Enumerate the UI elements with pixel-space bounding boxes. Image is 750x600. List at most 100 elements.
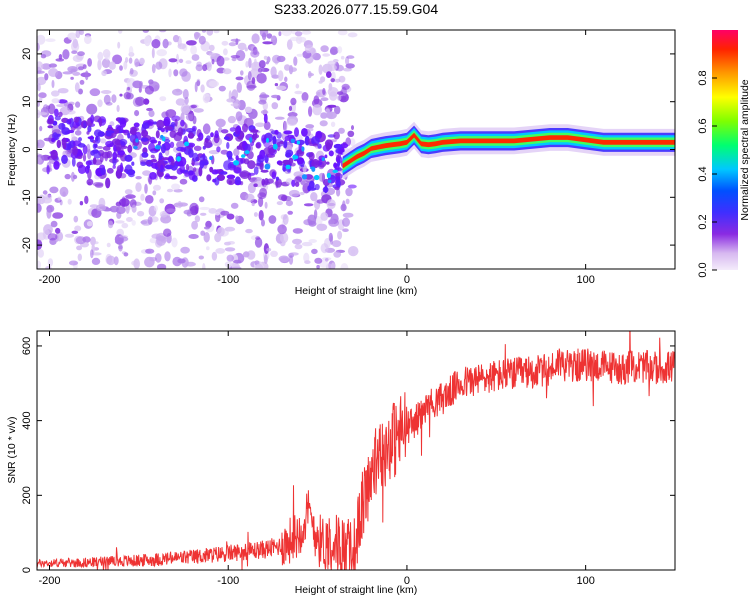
noise-blob: [227, 115, 236, 124]
colorbar-gradient: [712, 30, 738, 270]
cluster-blob: [133, 122, 140, 128]
noise-blob: [337, 230, 343, 240]
noise-blob: [259, 187, 268, 198]
snr-frame: [36, 330, 676, 571]
noise-blob: [236, 82, 242, 93]
cluster-blob: [100, 167, 106, 176]
spec-ytick-label: 0: [21, 146, 33, 152]
noise-blob: [322, 53, 331, 57]
cluster-blob: [92, 149, 99, 154]
noise-blob: [224, 226, 236, 232]
noise-blob: [228, 90, 232, 101]
noise-blob: [220, 210, 230, 216]
cluster-blob: [54, 108, 59, 117]
cluster-blob: [214, 177, 220, 186]
cluster-blob: [150, 139, 158, 144]
cluster-blob: [334, 186, 340, 191]
hot-spot: [155, 145, 161, 150]
noise-blob: [253, 58, 257, 68]
spec-ytick-label: 20: [21, 48, 33, 60]
noise-blob: [37, 203, 42, 213]
noise-blob: [284, 64, 291, 71]
noise-blob: [87, 58, 92, 67]
noise-blob: [227, 241, 235, 245]
cluster-blob: [58, 111, 63, 117]
noise-blob: [249, 68, 260, 79]
cluster-blob: [244, 144, 251, 153]
noise-blob: [44, 73, 49, 81]
cluster-blob: [116, 142, 122, 151]
noise-blob: [237, 42, 247, 51]
noise-blob: [270, 35, 276, 41]
spec-xtick-label: 100: [576, 274, 594, 286]
cluster-blob: [250, 129, 259, 133]
noise-blob: [308, 239, 318, 243]
noise-blob: [37, 42, 40, 52]
noise-blob: [307, 71, 312, 79]
cluster-blob: [115, 169, 123, 179]
noise-blob: [351, 125, 354, 131]
noise-blob: [206, 30, 214, 36]
cluster-blob: [153, 121, 158, 125]
noise-blob: [175, 98, 186, 106]
noise-blob: [105, 177, 111, 189]
noise-blob: [325, 111, 337, 120]
noise-blob: [173, 69, 179, 77]
noise-blob: [206, 246, 210, 251]
hot-spot: [332, 169, 339, 173]
noise-blob: [162, 38, 169, 49]
cluster-blob: [278, 162, 283, 166]
noise-blob: [284, 76, 288, 83]
noise-blob: [276, 201, 283, 206]
cluster-blob: [98, 117, 103, 127]
noise-blob: [200, 230, 206, 236]
noise-blob: [292, 228, 303, 234]
noise-blob: [38, 97, 43, 103]
noise-blob: [59, 186, 69, 197]
noise-blob: [189, 202, 199, 214]
cluster-blob: [275, 178, 282, 188]
noise-blob: [337, 95, 342, 101]
noise-blob: [55, 58, 65, 62]
cluster-blob: [294, 181, 300, 187]
hot-spot: [313, 174, 320, 181]
noise-blob: [266, 33, 273, 39]
cluster-blob: [145, 161, 152, 165]
noise-blob: [347, 130, 355, 137]
noise-blob: [222, 68, 232, 75]
cluster-blob: [105, 140, 114, 148]
noise-blob: [131, 260, 138, 266]
noise-blob: [256, 73, 267, 84]
noise-blob: [202, 64, 208, 72]
noise-blob: [193, 108, 204, 113]
cluster-blob: [170, 121, 176, 128]
noise-blob: [75, 30, 81, 39]
noise-blob: [183, 209, 192, 215]
cluster-blob: [335, 156, 343, 164]
cluster-blob: [256, 157, 261, 166]
cluster-blob: [333, 162, 338, 169]
cluster-blob: [157, 171, 164, 178]
noise-blob: [65, 109, 76, 115]
noise-blob: [224, 247, 236, 252]
noise-blob: [289, 252, 299, 256]
noise-blob: [202, 123, 211, 135]
snr-ylabel: SNR (10 * v/v): [6, 416, 18, 483]
cluster-blob: [328, 150, 334, 157]
noise-blob: [342, 228, 349, 232]
hot-spot: [184, 141, 190, 147]
noise-blob: [116, 104, 120, 113]
cluster-blob: [171, 158, 175, 167]
noise-blob: [287, 112, 298, 118]
colorbar-axes: 0.0 0.2 0.4 0.6 0.8: [697, 70, 717, 278]
noise-blob: [153, 184, 161, 191]
noise-blob: [253, 212, 258, 217]
hot-spot: [133, 145, 138, 150]
noise-blob: [215, 248, 226, 254]
noise-blob: [42, 104, 49, 112]
cluster-blob: [261, 134, 267, 144]
cluster-blob: [324, 154, 328, 159]
noise-blob: [135, 182, 142, 193]
cluster-blob: [206, 174, 212, 182]
noise-blob: [47, 258, 54, 267]
